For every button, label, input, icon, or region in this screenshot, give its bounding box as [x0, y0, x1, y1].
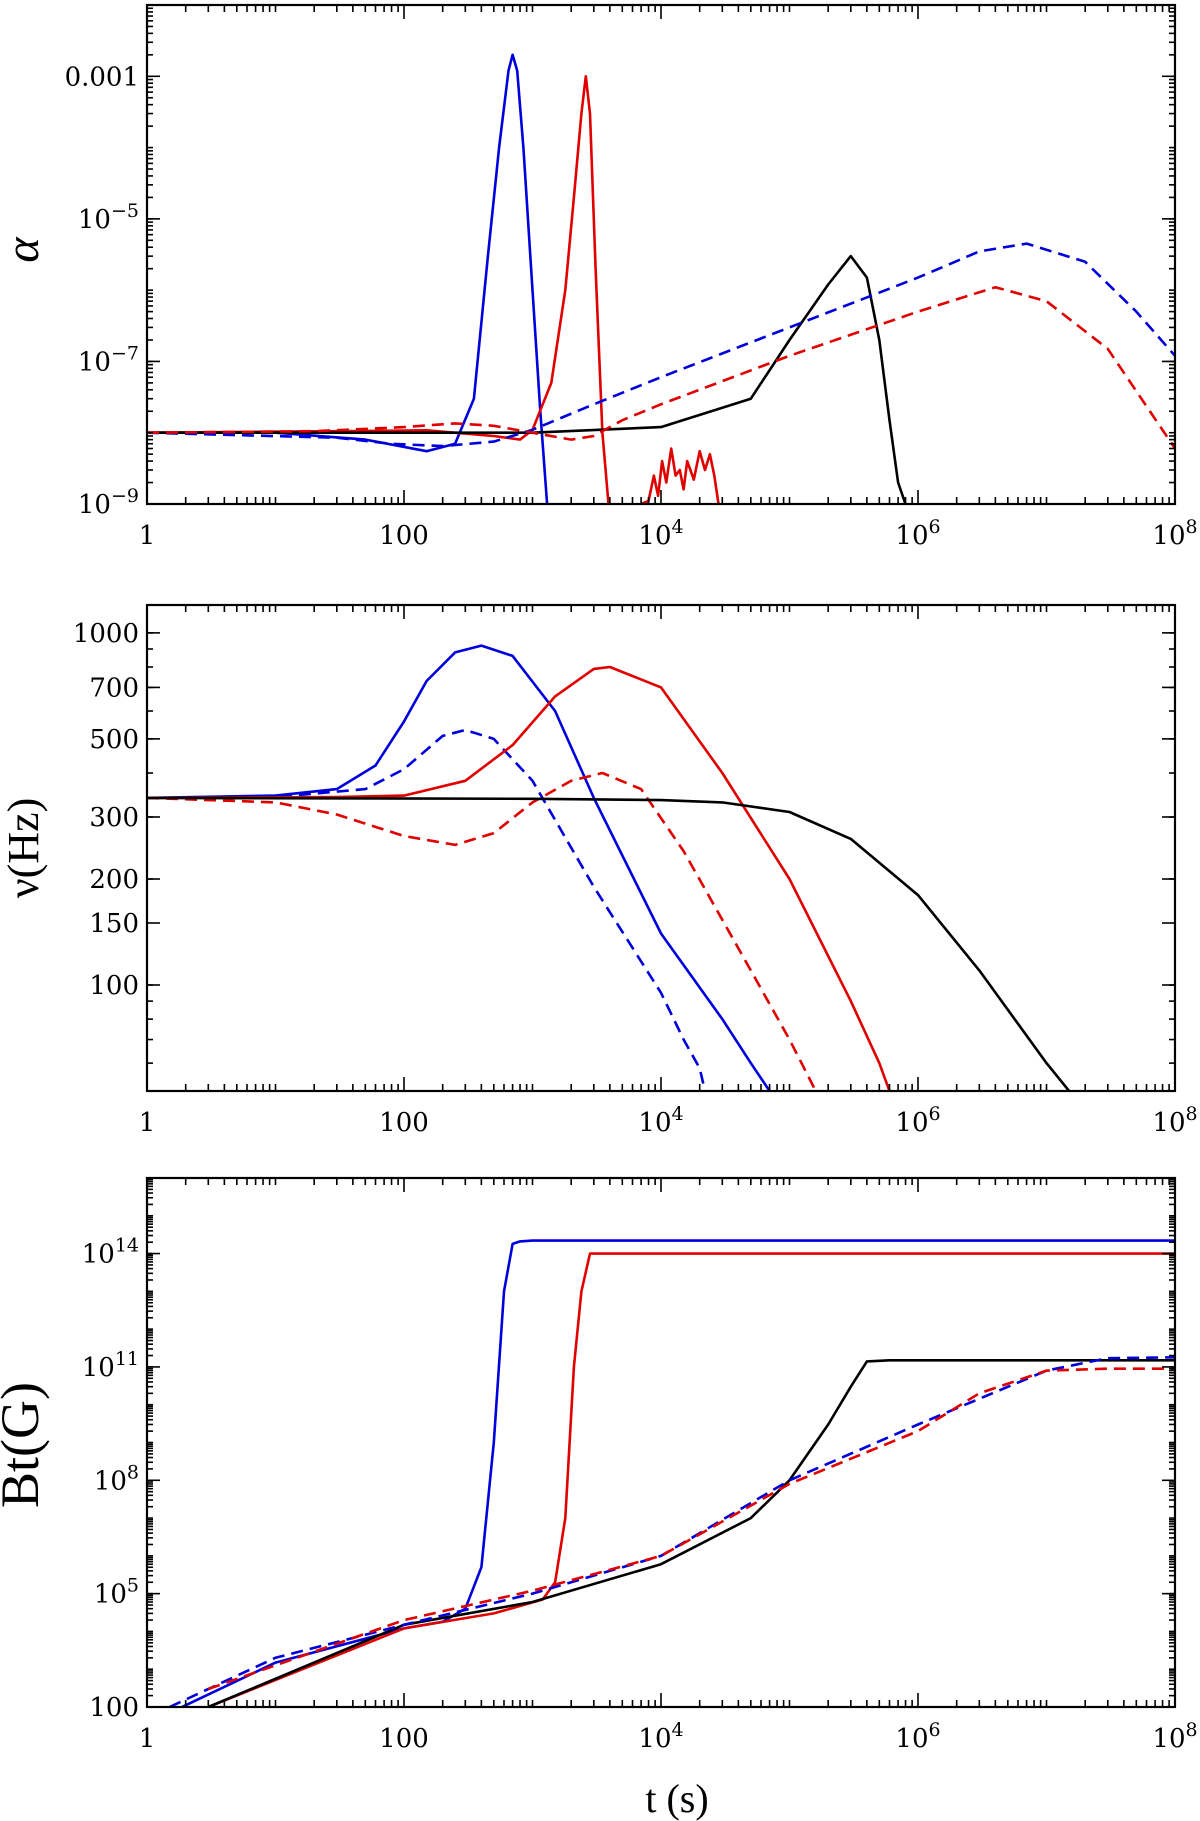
bt-series-red-dashed: [207, 1367, 1175, 1691]
alpha-x-tick-label: 100: [379, 521, 429, 551]
nu-y-axis-label: ν(Hz): [0, 798, 48, 899]
alpha-series-blue-dashed: [147, 242, 1175, 448]
bt-x-tick-label: 100: [379, 1724, 429, 1754]
bt-y-axis-label: Bt(G): [0, 1382, 50, 1508]
alpha-x-tick-label: 106: [895, 516, 940, 551]
alpha-y-tick-label: 0.001: [65, 62, 139, 92]
bt-series-red-solid: [207, 1252, 1175, 1707]
alpha-y-axis-label: α: [0, 237, 49, 263]
nu-y-tick-label: 300: [89, 803, 139, 833]
bt-series-black-solid: [207, 1359, 1175, 1707]
alpha-series-red-dashed: [147, 285, 1175, 450]
bt-x-tick-label: 104: [638, 1719, 683, 1754]
bt-x-tick-label: 1: [139, 1724, 156, 1754]
nu-y-tick-label: 100: [89, 971, 139, 1001]
alpha-series-red-noise: [640, 447, 720, 504]
bt-y-tick-label: 108: [94, 1461, 139, 1496]
bt-y-tick-label: 100: [89, 1693, 139, 1723]
alpha-series-red-solid: [147, 75, 610, 504]
nu-series-black-solid: [147, 796, 1071, 1091]
alpha-x-tick-label: 1: [139, 521, 156, 551]
nu-x-tick-label: 106: [895, 1103, 940, 1138]
bt-series-blue-dashed: [169, 1356, 1175, 1707]
alpha-y-tick-label: 10−5: [78, 200, 139, 235]
alpha-x-tick-label: 108: [1152, 516, 1197, 551]
nu-y-tick-label: 700: [89, 673, 139, 703]
bt-x-tick-label: 106: [895, 1719, 940, 1754]
alpha-panel: 1 100 104 106 108 0.001 10−5 10−7 10−9 α: [0, 3, 1198, 551]
bt-plot-frame: [145, 1176, 1177, 1709]
bt-x-tick-label: 108: [1152, 1719, 1197, 1754]
nu-series-blue-dashed: [147, 728, 707, 1091]
frequency-panel: 1 100 104 106 108 1000 700 500 300 200 150 100 ν(Hz): [0, 603, 1198, 1138]
nu-plot-frame: [145, 603, 1177, 1093]
alpha-x-tick-label: 104: [638, 516, 683, 551]
x-axis-label: t (s): [645, 1776, 708, 1821]
nu-series-red-dashed: [147, 771, 817, 1091]
nu-y-tick-label: 200: [89, 865, 139, 895]
alpha-y-tick-label: 10−7: [78, 342, 139, 377]
alpha-plot-frame: [145, 3, 1177, 506]
bt-y-tick-label: 105: [94, 1575, 139, 1610]
alpha-series-black-solid: [147, 254, 907, 504]
nu-series-blue-solid: [147, 644, 771, 1091]
bt-series-blue-solid: [178, 1239, 1175, 1707]
bt-y-tick-label: 1011: [82, 1348, 139, 1383]
alpha-y-tick-label: 10−9: [78, 485, 139, 520]
bt-y-tick-label: 1014: [82, 1235, 139, 1270]
nu-y-tick-label: 500: [89, 725, 139, 755]
nu-x-tick-label: 100: [379, 1108, 429, 1138]
nu-y-tick-label: 1000: [73, 619, 139, 649]
nu-x-tick-label: 1: [139, 1108, 156, 1138]
nu-x-tick-label: 108: [1152, 1103, 1197, 1138]
nu-series-red-solid: [147, 665, 891, 1091]
nu-x-tick-label: 104: [638, 1103, 683, 1138]
nu-y-tick-label: 150: [89, 909, 139, 939]
